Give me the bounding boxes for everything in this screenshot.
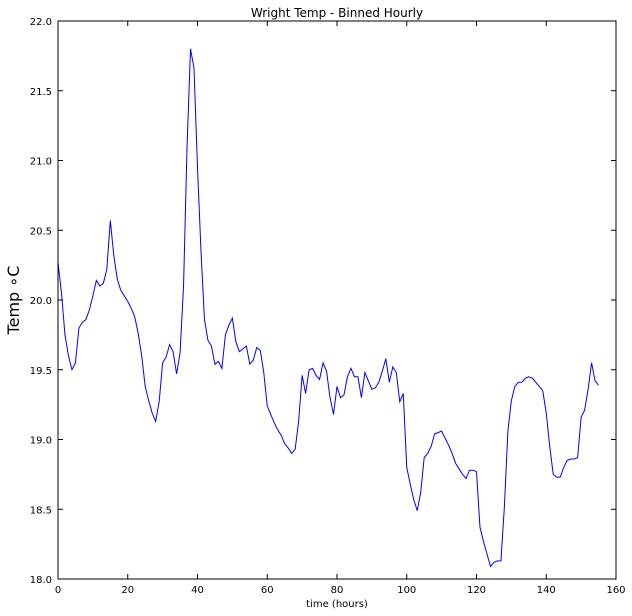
y-tick-label: 20.5 — [30, 226, 52, 237]
y-tick-label: 18.0 — [30, 575, 52, 586]
series-line-0 — [57, 48, 599, 568]
y-axis: 18.0 18.5 19.0 19.5 20.0 20.5 21.0 21.5 22.0 — [30, 17, 616, 586]
chart-title: Wright Temp - Binned Hourly — [251, 6, 423, 20]
x-tick-label: 80 — [331, 585, 344, 596]
y-tick-label: 20.0 — [30, 296, 52, 307]
y-axis-label: Temp ∘C — [4, 266, 23, 336]
x-axis: 0 20 40 60 80 100 120 140 160 — [55, 21, 626, 596]
y-tick-label: 21.0 — [30, 157, 52, 168]
plot-line-layer — [57, 48, 599, 568]
y-tick-label: 22.0 — [30, 17, 52, 28]
x-axis-label: time (hours) — [306, 599, 368, 610]
x-tick-label: 120 — [467, 585, 486, 596]
y-tick-label: 19.5 — [30, 366, 52, 377]
y-tick-label: 18.5 — [30, 505, 52, 516]
y-tick-label: 21.5 — [30, 87, 52, 98]
x-tick-label: 0 — [55, 585, 61, 596]
x-tick-label: 160 — [606, 585, 625, 596]
x-tick-label: 60 — [261, 585, 274, 596]
x-tick-label: 100 — [397, 585, 416, 596]
x-tick-label: 140 — [537, 585, 556, 596]
x-tick-label: 40 — [191, 585, 204, 596]
y-tick-label: 19.0 — [30, 436, 52, 447]
x-tick-label: 20 — [121, 585, 134, 596]
